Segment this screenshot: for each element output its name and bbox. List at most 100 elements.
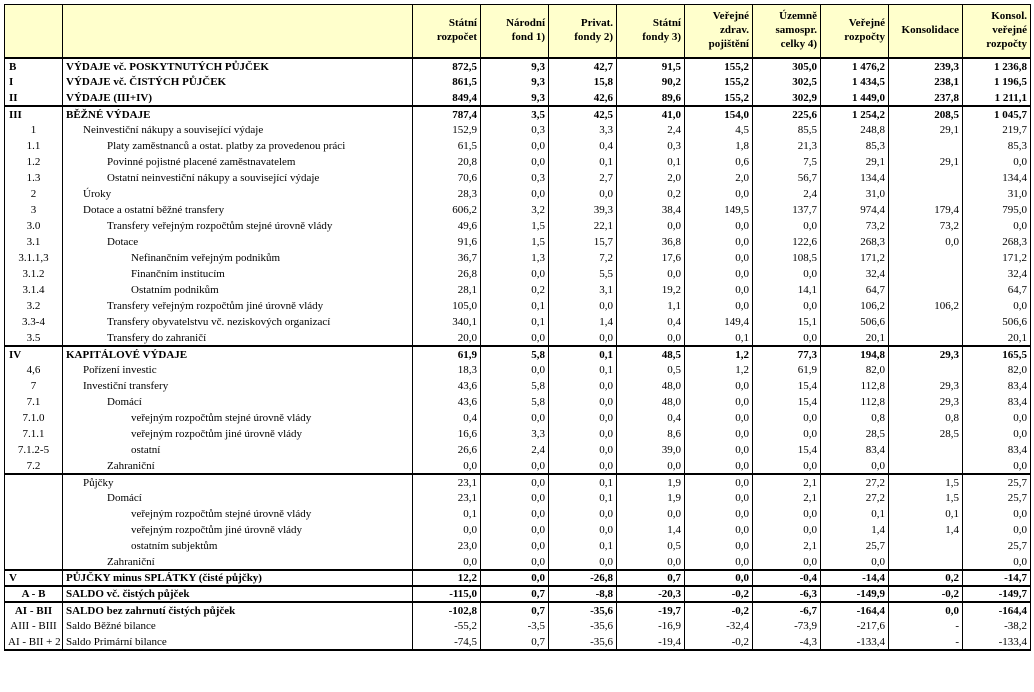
- col-header-9: Konsolidace: [889, 5, 963, 59]
- cell: 268,3: [821, 234, 889, 250]
- cell: 83,4: [963, 394, 1031, 410]
- cell: 340,1: [413, 314, 481, 330]
- row-desc: Půjčky: [63, 474, 413, 490]
- row-desc: Platy zaměstnanců a ostat. platby za pro…: [63, 138, 413, 154]
- cell: 2,7: [549, 170, 617, 186]
- cell: 208,5: [889, 106, 963, 122]
- cell: 105,0: [413, 298, 481, 314]
- cell: [889, 266, 963, 282]
- cell: 15,4: [753, 442, 821, 458]
- col-header-0: [5, 5, 63, 59]
- row-desc: Domácí: [63, 394, 413, 410]
- row-desc: Domácí: [63, 490, 413, 506]
- cell: 1 211,1: [963, 90, 1031, 106]
- cell: [889, 170, 963, 186]
- cell: 1,8: [685, 138, 753, 154]
- cell: 3,5: [481, 106, 549, 122]
- cell: 0,0: [685, 394, 753, 410]
- cell: 18,3: [413, 362, 481, 378]
- cell: 0,0: [481, 490, 549, 506]
- cell: 0,0: [685, 490, 753, 506]
- cell: 25,7: [963, 490, 1031, 506]
- cell: 1,5: [889, 490, 963, 506]
- table-row: 7.1.2-5ostatní26,62,40,039,00,015,483,48…: [5, 442, 1031, 458]
- cell: 0,0: [549, 506, 617, 522]
- cell: 19,2: [617, 282, 685, 298]
- table-row: 3Dotace a ostatní běžné transfery606,23,…: [5, 202, 1031, 218]
- cell: 26,6: [413, 442, 481, 458]
- cell: -55,2: [413, 618, 481, 634]
- cell: 152,9: [413, 122, 481, 138]
- cell: 1 434,5: [821, 74, 889, 90]
- table-row: 3.1.2Finančním institucím26,80,05,50,00,…: [5, 266, 1031, 282]
- cell: 48,0: [617, 394, 685, 410]
- cell: 0,0: [413, 458, 481, 474]
- cell: -3,5: [481, 618, 549, 634]
- cell: 20,1: [821, 330, 889, 346]
- cell: 849,4: [413, 90, 481, 106]
- row-code: II: [5, 90, 63, 106]
- cell: -8,8: [549, 586, 617, 602]
- row-code: 3.2: [5, 298, 63, 314]
- cell: 2,1: [753, 474, 821, 490]
- cell: 0,0: [549, 298, 617, 314]
- row-desc: Transfery veřejným rozpočtům jiné úrovně…: [63, 298, 413, 314]
- cell: 1,2: [685, 362, 753, 378]
- cell: 112,8: [821, 394, 889, 410]
- cell: -0,2: [685, 586, 753, 602]
- cell: 0,0: [481, 266, 549, 282]
- cell: 36,7: [413, 250, 481, 266]
- cell: 106,2: [821, 298, 889, 314]
- cell: 23,1: [413, 490, 481, 506]
- cell: 0,0: [685, 458, 753, 474]
- cell: 83,4: [963, 378, 1031, 394]
- row-desc: Pořízení investic: [63, 362, 413, 378]
- row-desc: Investiční transfery: [63, 378, 413, 394]
- cell: 506,6: [821, 314, 889, 330]
- row-desc: KAPITÁLOVÉ VÝDAJE: [63, 346, 413, 362]
- cell: 112,8: [821, 378, 889, 394]
- cell: 48,5: [617, 346, 685, 362]
- cell: -19,4: [617, 634, 685, 650]
- table-row: 1.3Ostatní neinvestiční nákupy a souvise…: [5, 170, 1031, 186]
- cell: 0,0: [685, 378, 753, 394]
- cell: 3,1: [549, 282, 617, 298]
- table-row: IIIBĚŽNÉ VÝDAJE787,43,542,541,0154,0225,…: [5, 106, 1031, 122]
- table-row: AIII - BIIISaldo Běžné bilance-55,2-3,5-…: [5, 618, 1031, 634]
- cell: 974,4: [821, 202, 889, 218]
- cell: 0,0: [617, 458, 685, 474]
- row-code: 3.1.2: [5, 266, 63, 282]
- cell: 61,5: [413, 138, 481, 154]
- cell: 14,1: [753, 282, 821, 298]
- cell: 1,4: [889, 522, 963, 538]
- cell: 154,0: [685, 106, 753, 122]
- cell: -133,4: [821, 634, 889, 650]
- cell: 16,6: [413, 426, 481, 442]
- cell: 0,0: [685, 218, 753, 234]
- cell: 0,0: [549, 378, 617, 394]
- cell: 0,1: [481, 298, 549, 314]
- cell: 0,0: [753, 410, 821, 426]
- row-code: [5, 490, 63, 506]
- cell: -6,7: [753, 602, 821, 618]
- cell: 1,1: [617, 298, 685, 314]
- cell: 29,1: [889, 154, 963, 170]
- row-code: IV: [5, 346, 63, 362]
- row-code: A - B: [5, 586, 63, 602]
- table-row: 7Investiční transfery43,65,80,048,00,015…: [5, 378, 1031, 394]
- cell: 82,0: [821, 362, 889, 378]
- cell: 194,8: [821, 346, 889, 362]
- row-code: 3.1: [5, 234, 63, 250]
- cell: 0,0: [481, 458, 549, 474]
- table-row: IVÝDAJE vč. ČISTÝCH PŮJČEK861,59,315,890…: [5, 74, 1031, 90]
- cell: 155,2: [685, 58, 753, 74]
- cell: 0,0: [753, 330, 821, 346]
- cell: 2,1: [753, 490, 821, 506]
- row-desc: Ostatním podnikům: [63, 282, 413, 298]
- row-code: 1.1: [5, 138, 63, 154]
- cell: 38,4: [617, 202, 685, 218]
- cell: -133,4: [963, 634, 1031, 650]
- row-code: 1.3: [5, 170, 63, 186]
- cell: 0,1: [549, 490, 617, 506]
- row-code: III: [5, 106, 63, 122]
